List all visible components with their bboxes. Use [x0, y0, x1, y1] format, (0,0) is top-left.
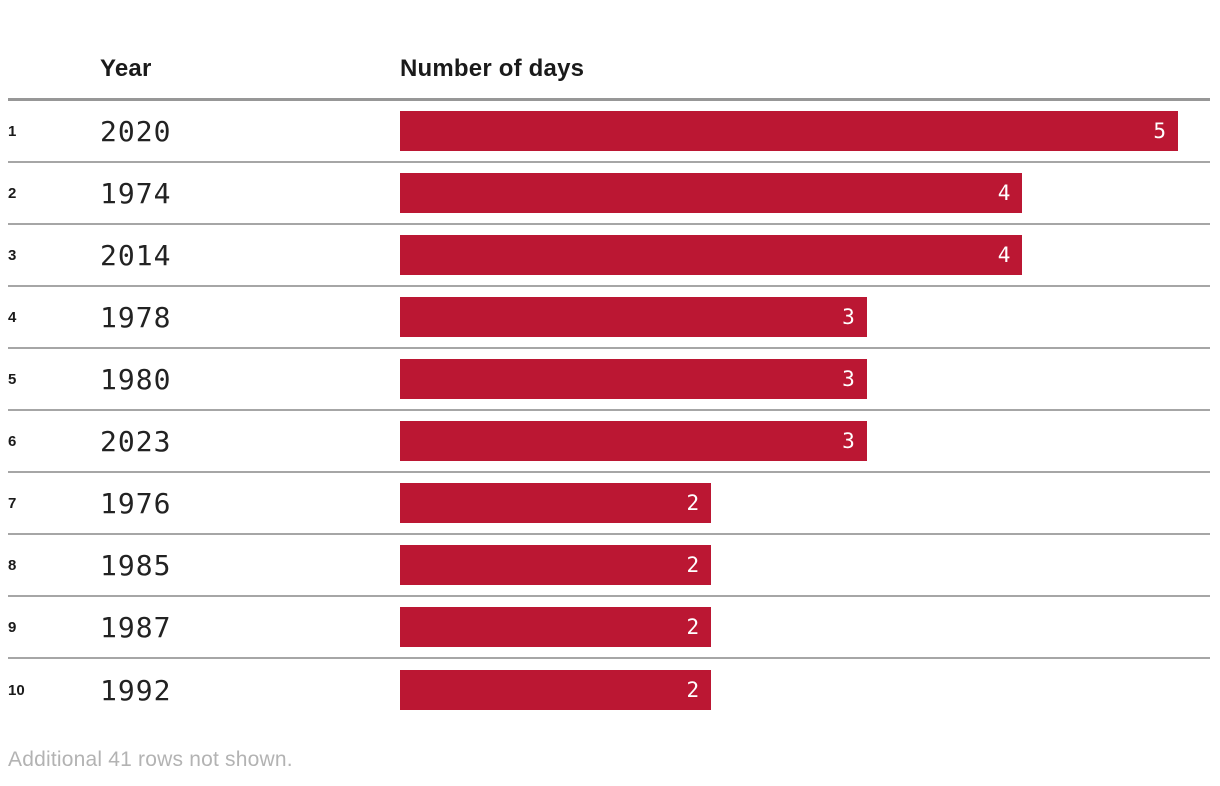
row-year: 1978: [100, 300, 172, 334]
table-row: 3 2014 4: [8, 225, 1210, 287]
bar: 2: [400, 607, 712, 647]
bar-value-label: 2: [686, 553, 700, 577]
row-rank: 4: [8, 308, 17, 326]
bar: 2: [400, 545, 712, 585]
row-year: 1985: [100, 548, 172, 582]
bar-cell: 2: [400, 670, 1210, 710]
row-rank: 8: [8, 556, 17, 574]
bar: 3: [400, 359, 867, 399]
bar: 2: [400, 670, 712, 710]
bar-value-label: 3: [842, 367, 855, 391]
table-row: 8 1985 2: [8, 535, 1210, 597]
row-rank: 10: [8, 681, 25, 699]
row-year: 2014: [100, 238, 172, 272]
table-row: 6 2023 3: [8, 411, 1210, 473]
bar: 3: [400, 421, 867, 461]
bar-cell: 3: [400, 421, 1210, 461]
row-year: 2023: [100, 424, 172, 458]
bar-cell: 3: [400, 359, 1210, 399]
row-year: 1974: [100, 176, 172, 210]
row-year: 1980: [100, 362, 172, 396]
bar: 5: [400, 111, 1178, 151]
row-year: 1992: [100, 673, 172, 707]
bar: 4: [400, 235, 1023, 275]
row-rank: 6: [8, 432, 17, 450]
table-row: 4 1978 3: [8, 287, 1210, 349]
bar-value-label: 2: [686, 491, 700, 515]
row-rank: 2: [8, 184, 17, 202]
bar-value-label: 2: [686, 678, 700, 702]
table-row: 1 2020 5: [8, 101, 1210, 163]
header-row: Year Number of days: [8, 0, 1210, 101]
table-row: 10 1992 2: [8, 659, 1210, 721]
bar-value-label: 4: [997, 243, 1011, 267]
bar-value-label: 2: [686, 615, 700, 639]
row-rank: 3: [8, 246, 17, 264]
row-year: 1987: [100, 610, 172, 644]
bar-cell: 4: [400, 235, 1210, 275]
bar-cell: 5: [400, 111, 1210, 151]
bar-cell: 4: [400, 173, 1210, 213]
bar: 3: [400, 297, 867, 337]
table-body: 1 2020 5 2 1974 4 3 2014 4 4 1978 3: [8, 101, 1210, 721]
table-row: 9 1987 2: [8, 597, 1210, 659]
bar-cell: 3: [400, 297, 1210, 337]
row-rank: 7: [8, 494, 17, 512]
table-row: 2 1974 4: [8, 163, 1210, 225]
bar-cell: 2: [400, 545, 1210, 585]
bar-value-label: 3: [842, 429, 855, 453]
bar-cell: 2: [400, 483, 1210, 523]
row-rank: 9: [8, 618, 17, 636]
bar: 2: [400, 483, 712, 523]
bar-value-label: 4: [997, 181, 1011, 205]
table-row: 7 1976 2: [8, 473, 1210, 535]
footer-note: Additional 41 rows not shown.: [8, 748, 293, 771]
row-year: 2020: [100, 114, 172, 148]
table-row: 5 1980 3: [8, 349, 1210, 411]
bar-cell: 2: [400, 607, 1210, 647]
col-header-year: Year: [100, 55, 152, 82]
row-rank: 5: [8, 370, 17, 388]
row-year: 1976: [100, 486, 172, 520]
row-rank: 1: [8, 122, 17, 140]
bar-value-label: 3: [842, 305, 855, 329]
bar: 4: [400, 173, 1023, 213]
col-header-days: Number of days: [400, 55, 585, 82]
bar-value-label: 5: [1153, 119, 1166, 143]
